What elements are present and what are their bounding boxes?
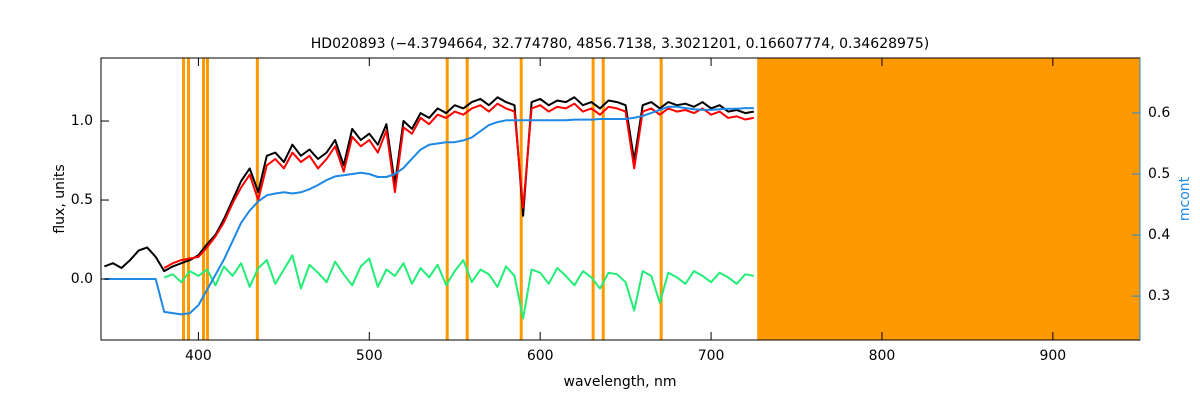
- chart-title: HD020893 (−4.3794664, 32.774780, 4856.71…: [311, 36, 929, 52]
- x-axis-label: wavelength, nm: [564, 374, 677, 390]
- y-axis-label: flux, units: [52, 164, 68, 233]
- y2-axis-label: mcont: [1177, 176, 1193, 221]
- plot-area: [104, 58, 1140, 340]
- y-tick-label: 1.0: [71, 113, 93, 129]
- x-tick-label: 800: [869, 348, 896, 364]
- y2-tick-label: 0.6: [1148, 105, 1170, 121]
- y-tick-label: 0.5: [71, 192, 93, 208]
- x-tick-label: 600: [527, 348, 554, 364]
- y2-tick-label: 0.4: [1148, 227, 1170, 243]
- x-tick-label: 900: [1039, 348, 1066, 364]
- mask-region: [757, 58, 1140, 340]
- series-line: [104, 96, 754, 273]
- series-line: [104, 105, 754, 316]
- series-line: [163, 254, 754, 320]
- x-tick-label: 400: [185, 348, 212, 364]
- x-tick-label: 700: [698, 348, 725, 364]
- x-tick-label: 500: [356, 348, 383, 364]
- y2-tick-label: 0.5: [1148, 166, 1170, 182]
- y2-tick-label: 0.3: [1148, 288, 1170, 304]
- y-tick-label: 0.0: [71, 271, 93, 287]
